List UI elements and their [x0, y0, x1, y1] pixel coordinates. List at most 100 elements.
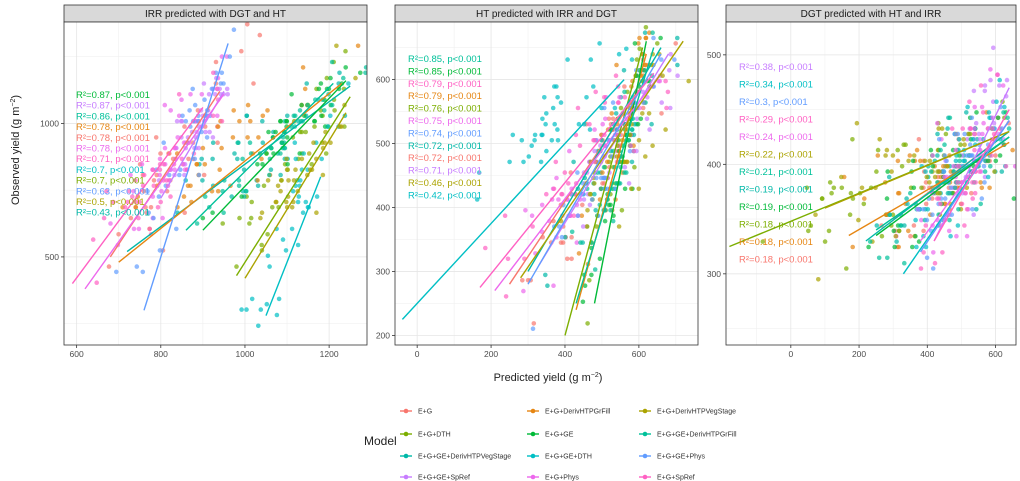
r2-annotation: R²=0.85, p<0.001: [408, 54, 482, 65]
data-point: [970, 180, 975, 185]
data-point: [236, 183, 242, 189]
data-point: [286, 178, 291, 183]
data-point: [675, 73, 680, 78]
data-point: [981, 120, 986, 126]
data-point: [160, 215, 165, 221]
legend-item: E+G+GE+Phys: [639, 454, 706, 461]
data-point: [529, 143, 534, 148]
data-point: [192, 102, 198, 108]
data-point: [334, 43, 339, 49]
data-point: [322, 108, 327, 113]
data-point: [155, 205, 161, 210]
data-point: [255, 183, 261, 189]
panel-border: [63, 21, 368, 346]
data-point: [867, 239, 873, 244]
data-point: [616, 224, 622, 229]
data-point: [213, 59, 219, 65]
data-point: [215, 113, 220, 119]
data-point: [130, 194, 135, 199]
fit-line: [235, 96, 351, 276]
x-tick-label: 200: [852, 349, 866, 359]
data-point: [629, 127, 635, 132]
legend-label: E+G+DTH: [418, 432, 451, 439]
data-point: [928, 169, 934, 174]
data-point: [204, 135, 210, 140]
data-point: [637, 46, 642, 52]
data-point: [577, 143, 583, 148]
data-point: [962, 223, 967, 228]
data-point: [944, 158, 949, 164]
data-point: [988, 67, 993, 72]
data-point: [196, 145, 202, 151]
data-point: [613, 73, 619, 78]
data-point: [628, 132, 633, 138]
data-point: [935, 153, 940, 158]
data-point: [239, 307, 244, 312]
data-point: [610, 116, 616, 122]
data-point: [274, 199, 279, 205]
data-point: [540, 132, 545, 138]
data-point: [942, 142, 947, 147]
data-point: [545, 283, 550, 289]
data-point: [938, 201, 943, 207]
data-point: [964, 233, 970, 239]
data-point: [592, 181, 597, 186]
fit-line: [824, 130, 1010, 209]
data-point: [1006, 126, 1012, 131]
r2-annotation: R²=0.87, p<0.001: [76, 101, 150, 112]
data-point: [150, 167, 156, 172]
data-point: [192, 156, 198, 162]
data-point: [644, 116, 650, 122]
data-point: [592, 148, 597, 154]
data-point: [284, 199, 289, 205]
legend-label: E+G: [418, 409, 432, 416]
data-point: [314, 194, 320, 199]
r2-annotation: R²=0.78, p<0.001: [76, 133, 150, 144]
data-point: [363, 70, 367, 76]
r2-annotation: R²=0.85, p<0.001: [408, 66, 482, 77]
data-point: [667, 68, 672, 73]
data-point: [967, 153, 973, 158]
x-tick-label: 1200: [320, 349, 339, 359]
data-point: [265, 253, 271, 259]
data-point: [210, 210, 215, 215]
data-point: [908, 233, 913, 239]
data-point: [219, 145, 224, 151]
data-point: [936, 126, 941, 131]
data-point: [200, 215, 206, 221]
data-point: [839, 185, 845, 191]
data-point: [553, 159, 559, 165]
data-point: [575, 170, 580, 175]
data-point: [219, 70, 225, 76]
r2-annotation: R²=0.71, p<0.001: [408, 166, 482, 177]
data-point: [902, 260, 907, 266]
data-point: [325, 124, 330, 129]
data-point: [183, 118, 189, 124]
data-point: [968, 126, 973, 131]
data-point: [617, 95, 622, 100]
data-point: [289, 226, 295, 232]
legend-key-point: [642, 408, 648, 414]
data-point: [562, 170, 568, 175]
data-point: [615, 100, 621, 105]
data-point: [575, 213, 581, 218]
r2-annotation: R²=0.7, p<0.001: [76, 165, 145, 176]
data-point: [133, 205, 138, 210]
r2-annotation: R²=0.38, p<0.001: [739, 62, 813, 73]
data-point: [182, 124, 187, 129]
data-point: [985, 158, 991, 164]
data-point: [278, 178, 284, 183]
legend-key-point: [530, 431, 536, 437]
data-point: [979, 196, 985, 201]
data-point: [597, 256, 603, 262]
data-point: [244, 307, 249, 312]
data-point: [230, 135, 236, 140]
data-point: [831, 185, 837, 191]
data-point: [608, 208, 613, 213]
data-point: [312, 124, 317, 129]
data-point: [884, 196, 890, 201]
data-point: [896, 244, 901, 250]
data-point: [519, 138, 525, 143]
fit-line: [109, 91, 221, 258]
data-point: [162, 145, 168, 151]
